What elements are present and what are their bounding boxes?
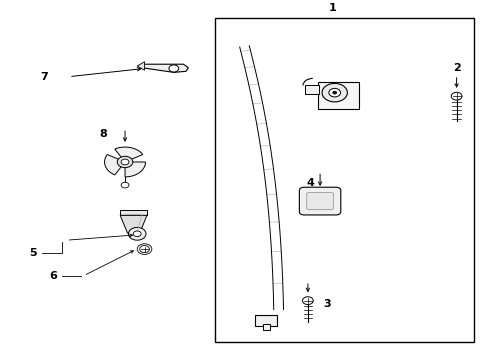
Polygon shape xyxy=(104,154,125,175)
Circle shape xyxy=(121,159,129,165)
Circle shape xyxy=(121,182,129,188)
FancyBboxPatch shape xyxy=(306,193,333,210)
Polygon shape xyxy=(115,147,142,162)
Text: 3: 3 xyxy=(323,299,330,309)
Circle shape xyxy=(168,65,178,72)
Polygon shape xyxy=(125,162,145,177)
Circle shape xyxy=(328,89,340,97)
Bar xyxy=(305,85,319,94)
Text: 2: 2 xyxy=(452,63,460,73)
Text: 1: 1 xyxy=(328,3,335,13)
Bar xyxy=(255,315,277,325)
Circle shape xyxy=(450,92,461,100)
Circle shape xyxy=(140,246,149,253)
Text: 8: 8 xyxy=(99,129,107,139)
Polygon shape xyxy=(142,64,188,72)
Circle shape xyxy=(332,91,336,94)
Bar xyxy=(262,324,270,330)
Circle shape xyxy=(128,228,146,240)
Polygon shape xyxy=(137,62,144,70)
Text: 5: 5 xyxy=(30,248,37,258)
Text: 4: 4 xyxy=(306,178,314,188)
Circle shape xyxy=(322,84,346,102)
Bar xyxy=(317,82,358,109)
Polygon shape xyxy=(120,215,147,233)
Bar xyxy=(215,18,473,342)
Circle shape xyxy=(117,156,133,168)
FancyBboxPatch shape xyxy=(299,187,340,215)
Circle shape xyxy=(302,297,313,305)
Circle shape xyxy=(133,231,141,237)
Text: 6: 6 xyxy=(49,271,57,281)
Text: 7: 7 xyxy=(41,72,48,82)
Polygon shape xyxy=(120,210,147,215)
